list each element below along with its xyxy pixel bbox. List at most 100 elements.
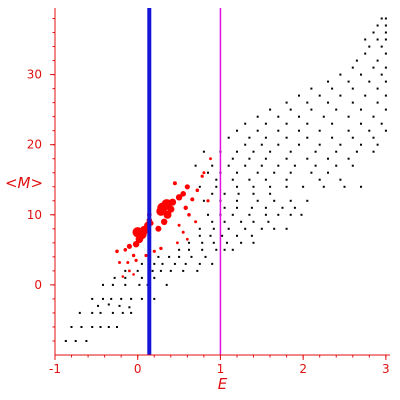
data-point-black — [298, 143, 300, 146]
data-point-black — [277, 143, 280, 146]
data-point-black — [351, 136, 354, 139]
data-point-black — [91, 311, 94, 314]
data-point-black — [256, 115, 259, 118]
data-point-red — [123, 248, 128, 252]
data-point-black — [327, 101, 329, 104]
data-point-black — [331, 87, 334, 90]
data-point-black — [351, 164, 354, 167]
data-point-black — [384, 17, 387, 20]
x-tick-label: 3 — [382, 362, 390, 376]
data-point-black — [298, 129, 300, 132]
data-point-black — [298, 115, 300, 118]
data-point-black — [136, 269, 139, 272]
data-point-black — [198, 227, 201, 230]
data-point-black — [306, 101, 309, 104]
data-point-black — [227, 164, 230, 167]
data-point-black — [231, 157, 234, 160]
data-point-red — [183, 205, 188, 210]
data-point-black — [244, 122, 247, 125]
y-tick-label: 20 — [27, 138, 42, 152]
data-point-black — [376, 87, 379, 90]
data-point-black — [273, 227, 276, 230]
x-tick-label: -1 — [49, 362, 61, 376]
data-point-black — [376, 38, 379, 41]
data-point-black — [331, 122, 334, 125]
data-point-red — [127, 269, 131, 273]
data-point-black — [306, 122, 309, 125]
data-point-red — [118, 261, 121, 264]
y-tick-label: 10 — [27, 208, 42, 222]
data-point-black — [236, 171, 238, 174]
data-point-black — [343, 185, 346, 188]
data-point-black — [130, 311, 133, 314]
data-point-black — [212, 241, 215, 244]
data-point-black — [198, 185, 201, 188]
data-point-red — [126, 261, 130, 264]
data-point-black — [384, 80, 387, 83]
data-point-black — [364, 94, 367, 97]
data-point-black — [223, 192, 226, 195]
data-point-black — [347, 129, 350, 132]
data-point-black — [211, 220, 214, 223]
data-point-black — [244, 227, 247, 230]
data-point-black — [285, 101, 288, 104]
data-point-black — [384, 38, 387, 41]
data-point-black — [285, 178, 288, 181]
data-point-black — [169, 269, 172, 272]
data-point-red — [161, 218, 168, 225]
data-point-black — [302, 185, 305, 188]
data-point-red — [209, 157, 212, 161]
data-point-black — [111, 283, 114, 286]
axes-layer — [54, 8, 390, 356]
data-point-red — [144, 253, 148, 258]
data-point-black — [252, 150, 255, 153]
data-point-black — [223, 220, 226, 223]
data-point-black — [277, 213, 280, 216]
data-point-black — [226, 241, 228, 244]
data-point-black — [173, 262, 176, 265]
data-point-black — [269, 150, 272, 153]
data-point-black — [260, 143, 263, 146]
data-point-black — [384, 31, 387, 34]
data-point-black — [310, 108, 313, 111]
data-point-black — [198, 234, 201, 237]
data-point-black — [248, 136, 251, 139]
data-point-black — [227, 227, 230, 230]
data-point-black — [121, 311, 124, 314]
y-axis-title: <M> — [5, 174, 43, 192]
data-point-red — [177, 223, 181, 227]
x-tick-label: 1 — [217, 362, 225, 376]
data-point-black — [240, 241, 243, 244]
data-point-black — [360, 73, 362, 76]
data-point-black — [380, 122, 383, 125]
data-point-black — [120, 297, 123, 300]
data-point-black — [236, 129, 238, 132]
data-point-black — [314, 164, 317, 167]
data-point-black — [97, 304, 99, 307]
data-point-black — [376, 59, 379, 62]
data-point-black — [118, 304, 121, 307]
data-point-black — [227, 136, 230, 139]
data-point-black — [231, 248, 234, 251]
data-point-black — [285, 136, 288, 139]
data-point-red — [180, 191, 186, 197]
data-point-black — [269, 108, 272, 111]
data-point-black — [260, 227, 263, 230]
data-point-black — [351, 87, 354, 90]
data-point-red — [156, 206, 166, 216]
data-point-black — [211, 262, 214, 265]
data-point-black — [269, 192, 272, 195]
data-point-red — [184, 184, 190, 190]
data-point-black — [277, 129, 280, 132]
data-point-red — [190, 197, 195, 202]
data-point-black — [244, 143, 247, 146]
data-point-black — [260, 164, 263, 167]
data-point-black — [188, 248, 190, 251]
data-point-black — [273, 199, 276, 202]
data-point-red — [167, 205, 175, 213]
data-point-black — [237, 192, 240, 195]
data-point-black — [153, 262, 156, 265]
data-point-black — [99, 311, 102, 314]
data-point-black — [327, 157, 329, 160]
